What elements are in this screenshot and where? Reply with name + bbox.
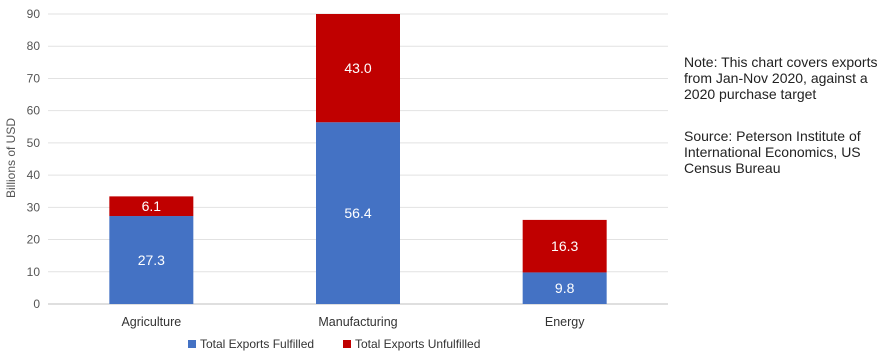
y-tick-label: 10 — [27, 265, 41, 279]
legend-swatch — [343, 340, 351, 348]
y-axis-label: Billions of USD — [4, 118, 18, 198]
y-tick-label: 40 — [27, 168, 41, 182]
data-label: 27.3 — [138, 252, 165, 268]
bar-energy-unfulfilled — [522, 219, 607, 273]
y-tick-label: 60 — [27, 104, 41, 118]
y-tick-label: 80 — [27, 39, 41, 53]
stacked-bar-chart: 0 10 20 30 40 50 60 70 80 90 Billions of USD 27.3… — [4, 7, 668, 351]
x-tick-label: Agriculture — [121, 315, 181, 329]
legend-label: Total Exports Unfulfilled — [355, 337, 480, 351]
data-label: 9.8 — [555, 280, 575, 296]
chart-source: Source: Peterson Institute of Internatio… — [684, 128, 861, 176]
data-label: 56.4 — [344, 205, 371, 221]
y-tick-label: 70 — [27, 71, 41, 85]
chart-note: Note: This chart covers exports from Jan… — [684, 54, 878, 102]
x-tick-label: Energy — [545, 315, 585, 329]
legend-swatch — [188, 340, 196, 348]
x-axis-ticks: Agriculture Manufacturing Energy — [121, 315, 585, 329]
bar-agriculture-fulfilled — [109, 216, 194, 304]
x-tick-label: Manufacturing — [318, 315, 397, 329]
bars — [109, 14, 607, 305]
data-label: 16.3 — [551, 238, 578, 254]
y-axis-ticks: 0 10 20 30 40 50 60 70 80 90 — [27, 7, 41, 311]
y-tick-label: 20 — [27, 233, 41, 247]
y-tick-label: 90 — [27, 7, 41, 21]
data-labels: 27.3 6.1 56.4 43.0 9.8 16.3 — [138, 60, 579, 296]
legend: Total Exports Fulfilled Total Exports Unf… — [188, 337, 480, 351]
data-label: 43.0 — [344, 60, 371, 76]
y-tick-label: 0 — [33, 297, 40, 311]
bar-manufacturing-unfulfilled — [316, 14, 400, 123]
y-tick-label: 30 — [27, 200, 41, 214]
bar-energy-fulfilled — [522, 272, 607, 304]
y-tick-label: 50 — [27, 136, 41, 150]
data-label: 6.1 — [142, 198, 162, 214]
bar-agriculture-unfulfilled — [109, 196, 194, 217]
legend-label: Total Exports Fulfilled — [200, 337, 314, 351]
bar-manufacturing-fulfilled — [316, 122, 400, 305]
